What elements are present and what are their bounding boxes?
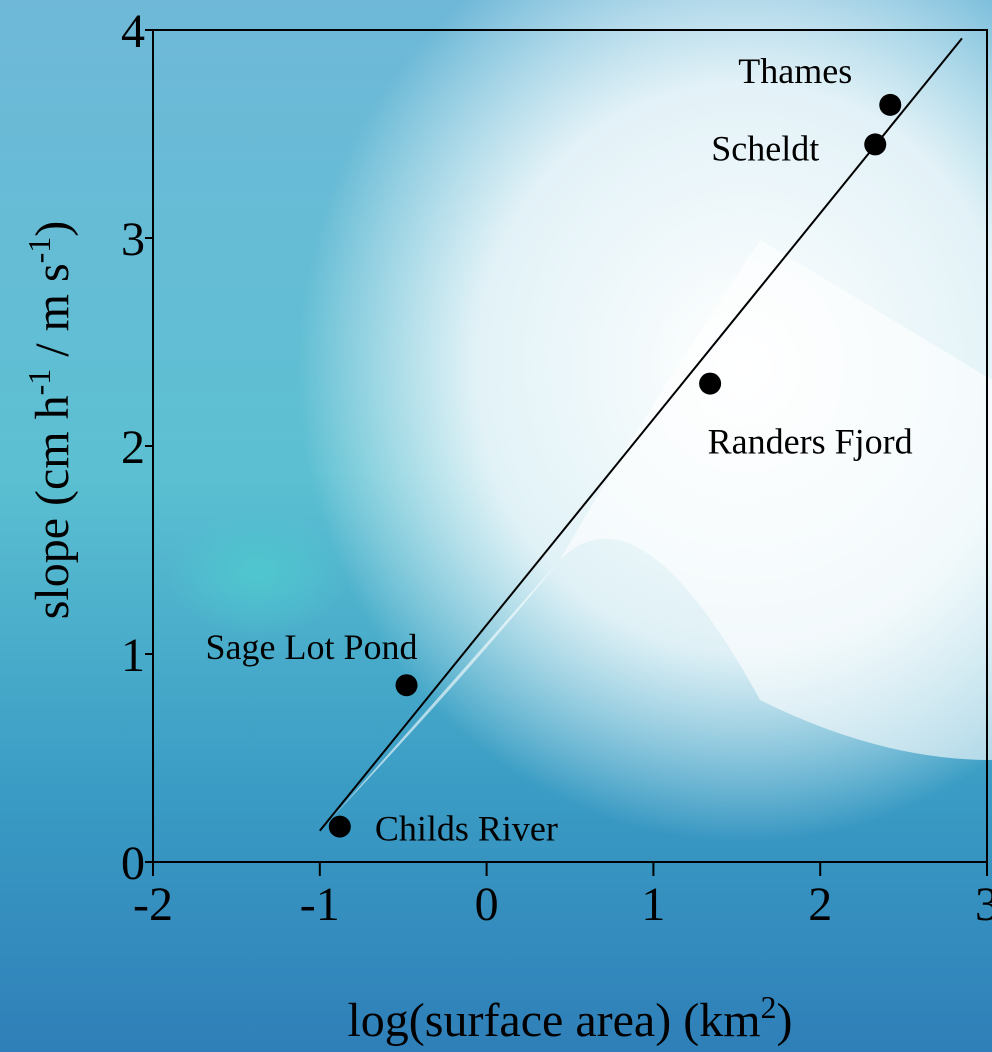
y-tick-label: 0 [121, 837, 145, 890]
x-tick-label: 1 [641, 878, 665, 931]
y-axis-label: slope (cm h-1 / m s-1) [21, 221, 79, 620]
point-label: Sage Lot Pond [206, 627, 418, 667]
y-tick-label: 1 [121, 629, 145, 682]
point-label: Childs River [375, 809, 558, 849]
y-tick-label: 2 [121, 421, 145, 474]
point [699, 373, 721, 395]
point [864, 133, 886, 155]
x-axis-label: log(surface area) (km2) [347, 989, 792, 1047]
page: {"chart_data": {"type": "scatter", "x_la… [0, 0, 992, 1052]
x-tick-label: 2 [808, 878, 832, 931]
y-tick-label: 3 [121, 213, 145, 266]
point-label: Scheldt [711, 128, 819, 168]
x-tick-label: -1 [300, 878, 340, 931]
y-tick-label: 4 [121, 5, 145, 58]
point [879, 94, 901, 116]
x-tick-label: 0 [475, 878, 499, 931]
point-label: Randers Fjord [708, 422, 913, 462]
point-label: Thames [738, 51, 852, 91]
chart: -2-1012301234Childs RiverSage Lot PondRa… [0, 0, 992, 1052]
point [396, 674, 418, 696]
x-tick-label: 3 [975, 878, 992, 931]
point [329, 816, 351, 838]
